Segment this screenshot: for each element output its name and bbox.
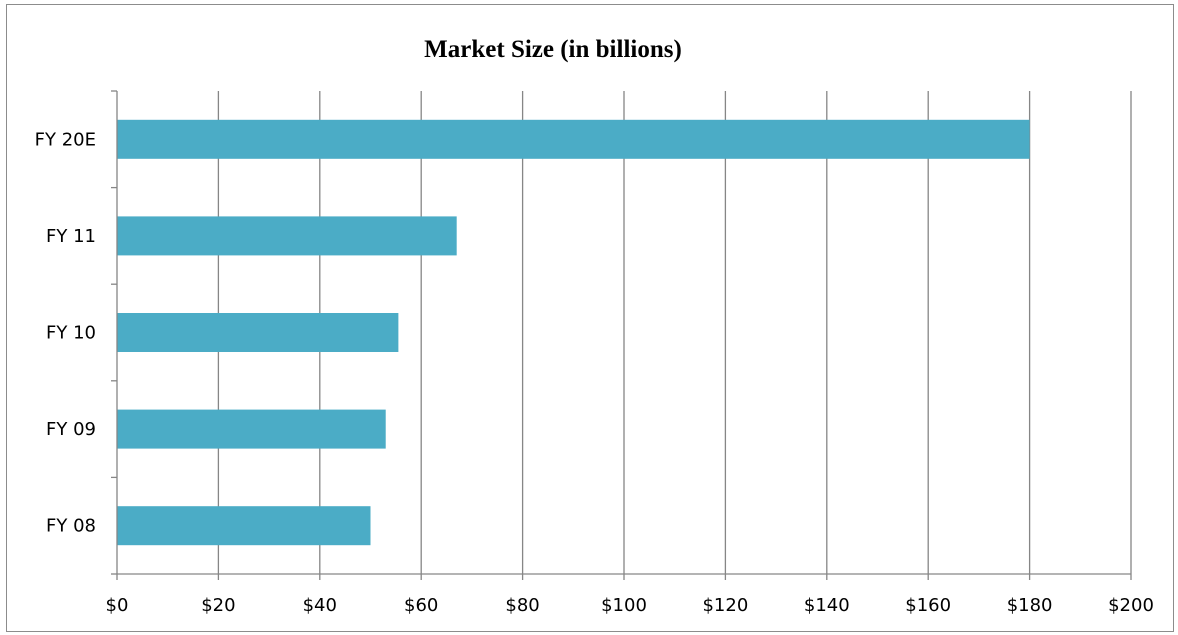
label-layer: $0 $20 $40 $60 $80 $100 $120 $140 $160 $180 $200 FY… (35, 129, 1154, 616)
bar-fy-20e (117, 119, 1030, 159)
bar-fy-08 (117, 506, 371, 546)
x-tick-label-6: $120 (702, 595, 748, 616)
chart-frame: Market Size (in billions) $0 $20 $40 $60 $80… (6, 4, 1174, 632)
x-tick-label-5: $100 (601, 595, 647, 616)
bar-fy-10 (117, 313, 399, 352)
x-tick-label-7: $140 (804, 595, 850, 616)
bar-fy-09 (117, 409, 386, 449)
y-category-label-2: FY 10 (46, 323, 96, 344)
chart-title: Market Size (in billions) (424, 36, 682, 63)
x-tick-label-10: $200 (1108, 595, 1154, 616)
x-tick-label-1: $20 (201, 595, 235, 616)
y-category-label-4: FY 20E (35, 129, 96, 150)
grid-layer (217, 91, 1132, 574)
y-category-label-0: FY 08 (46, 516, 96, 537)
y-category-label-1: FY 09 (46, 419, 96, 440)
y-category-label-3: FY 11 (46, 226, 96, 247)
bar-fy-11 (117, 216, 457, 256)
bar-layer (117, 119, 1030, 546)
x-tick-label-9: $180 (1007, 595, 1053, 616)
axis-layer (111, 90, 1132, 580)
x-tick-label-8: $160 (905, 595, 951, 616)
x-tick-label-4: $80 (505, 595, 539, 616)
x-tick-label-3: $60 (404, 595, 438, 616)
chart-svg: Market Size (in billions) $0 $20 $40 $60 $80… (35, 36, 1154, 616)
x-tick-label-2: $40 (303, 595, 337, 616)
x-tick-label-0: $0 (106, 595, 129, 616)
